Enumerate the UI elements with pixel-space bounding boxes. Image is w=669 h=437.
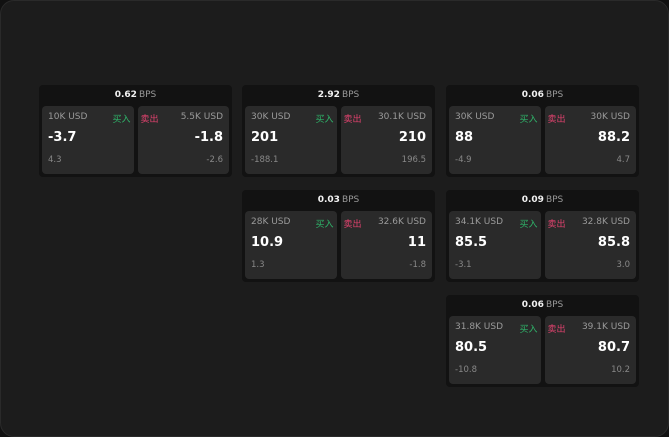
sell-quantity: 30K USD [590,112,630,122]
sell-button[interactable]: 32.6K USD 卖出 11 -1.8 [340,211,432,279]
spread-header: 2.92 BPS [242,85,435,105]
spread-header: 0.06 BPS [446,85,639,105]
buy-label: 买入 [519,325,538,335]
buy-button[interactable]: 28K USD 买入 10.9 1.3 [245,211,337,279]
sell-quantity: 30.1K USD [377,112,426,122]
spread-header: 0.62 BPS [39,85,232,105]
sell-price: 88.2 [597,130,630,145]
buy-price: 85.5 [455,235,488,250]
sell-label: 卖出 [140,115,159,125]
sell-change: 3.0 [616,260,630,270]
buy-change: -4.9 [455,155,472,165]
quote-card: 0.03 BPS 28K USD 买入 10.9 1.3 32.6K USD 卖出… [242,190,435,282]
buy-label: 买入 [519,220,538,230]
buy-price: -3.7 [48,130,77,145]
buy-button[interactable]: 31.8K USD 买入 80.5 -10.8 [449,316,541,384]
sell-quantity: 32.8K USD [581,217,630,227]
quote-card: 2.92 BPS 30K USD 买入 201 -188.1 30.1K USD … [242,85,435,177]
buy-quantity: 34.1K USD [455,217,504,227]
spread-value: 0.09 [521,195,544,205]
spread-unit: BPS [341,195,360,205]
quote-card: 0.62 BPS 10K USD 买入 -3.7 4.3 5.5K USD 卖出 … [39,85,232,177]
spread-value: 0.06 [521,300,544,310]
sell-quantity: 39.1K USD [581,322,630,332]
sell-price: 11 [407,235,426,250]
buy-price: 10.9 [251,235,284,250]
spread-unit: BPS [341,90,360,100]
sell-button[interactable]: 32.8K USD 卖出 85.8 3.0 [544,211,636,279]
quote-card: 0.06 BPS 30K USD 买入 88 -4.9 30K USD 卖出 88… [446,85,639,177]
buy-change: 1.3 [251,260,265,270]
spread-value: 0.62 [114,90,137,100]
spread-unit: BPS [545,90,564,100]
buy-label: 买入 [519,115,538,125]
buy-button[interactable]: 30K USD 买入 201 -188.1 [245,106,337,174]
spread-value: 0.03 [317,195,340,205]
sell-price: 80.7 [597,340,630,355]
sell-change: 10.2 [611,365,630,375]
buy-change: -10.8 [455,365,477,375]
spread-value: 2.92 [317,90,340,100]
sell-label: 卖出 [547,115,566,125]
buy-price: 80.5 [455,340,488,355]
spread-unit: BPS [138,90,157,100]
spread-header: 0.03 BPS [242,190,435,210]
buy-price: 88 [455,130,474,145]
buy-label: 买入 [112,115,131,125]
buy-change: -3.1 [455,260,472,270]
spread-value: 0.06 [521,90,544,100]
buy-button[interactable]: 10K USD 买入 -3.7 4.3 [42,106,134,174]
sell-label: 卖出 [343,220,362,230]
buy-quantity: 30K USD [455,112,495,122]
sell-label: 卖出 [343,115,362,125]
sell-price: -1.8 [194,130,223,145]
spread-header: 0.06 BPS [446,295,639,315]
sell-change: 196.5 [401,155,426,165]
buy-change: -188.1 [251,155,279,165]
buy-label: 买入 [315,220,334,230]
sell-label: 卖出 [547,220,566,230]
buy-quantity: 30K USD [251,112,291,122]
quote-card: 0.09 BPS 34.1K USD 买入 85.5 -3.1 32.8K USD… [446,190,639,282]
buy-button[interactable]: 34.1K USD 买入 85.5 -3.1 [449,211,541,279]
spread-header: 0.09 BPS [446,190,639,210]
spread-unit: BPS [545,300,564,310]
sell-change: -2.6 [206,155,223,165]
sell-button[interactable]: 30K USD 卖出 88.2 4.7 [544,106,636,174]
buy-change: 4.3 [48,155,62,165]
sell-quantity: 5.5K USD [180,112,223,122]
sell-price: 85.8 [597,235,630,250]
sell-quantity: 32.6K USD [377,217,426,227]
sell-price: 210 [398,130,426,145]
sell-button[interactable]: 5.5K USD 卖出 -1.8 -2.6 [137,106,229,174]
quote-card: 0.06 BPS 31.8K USD 买入 80.5 -10.8 39.1K US… [446,295,639,387]
buy-quantity: 10K USD [48,112,88,122]
buy-quantity: 28K USD [251,217,291,227]
spread-unit: BPS [545,195,564,205]
sell-change: 4.7 [616,155,630,165]
sell-change: -1.8 [409,260,426,270]
sell-label: 卖出 [547,325,566,335]
buy-quantity: 31.8K USD [455,322,504,332]
sell-button[interactable]: 39.1K USD 卖出 80.7 10.2 [544,316,636,384]
buy-price: 201 [251,130,279,145]
buy-button[interactable]: 30K USD 买入 88 -4.9 [449,106,541,174]
buy-label: 买入 [315,115,334,125]
sell-button[interactable]: 30.1K USD 卖出 210 196.5 [340,106,432,174]
